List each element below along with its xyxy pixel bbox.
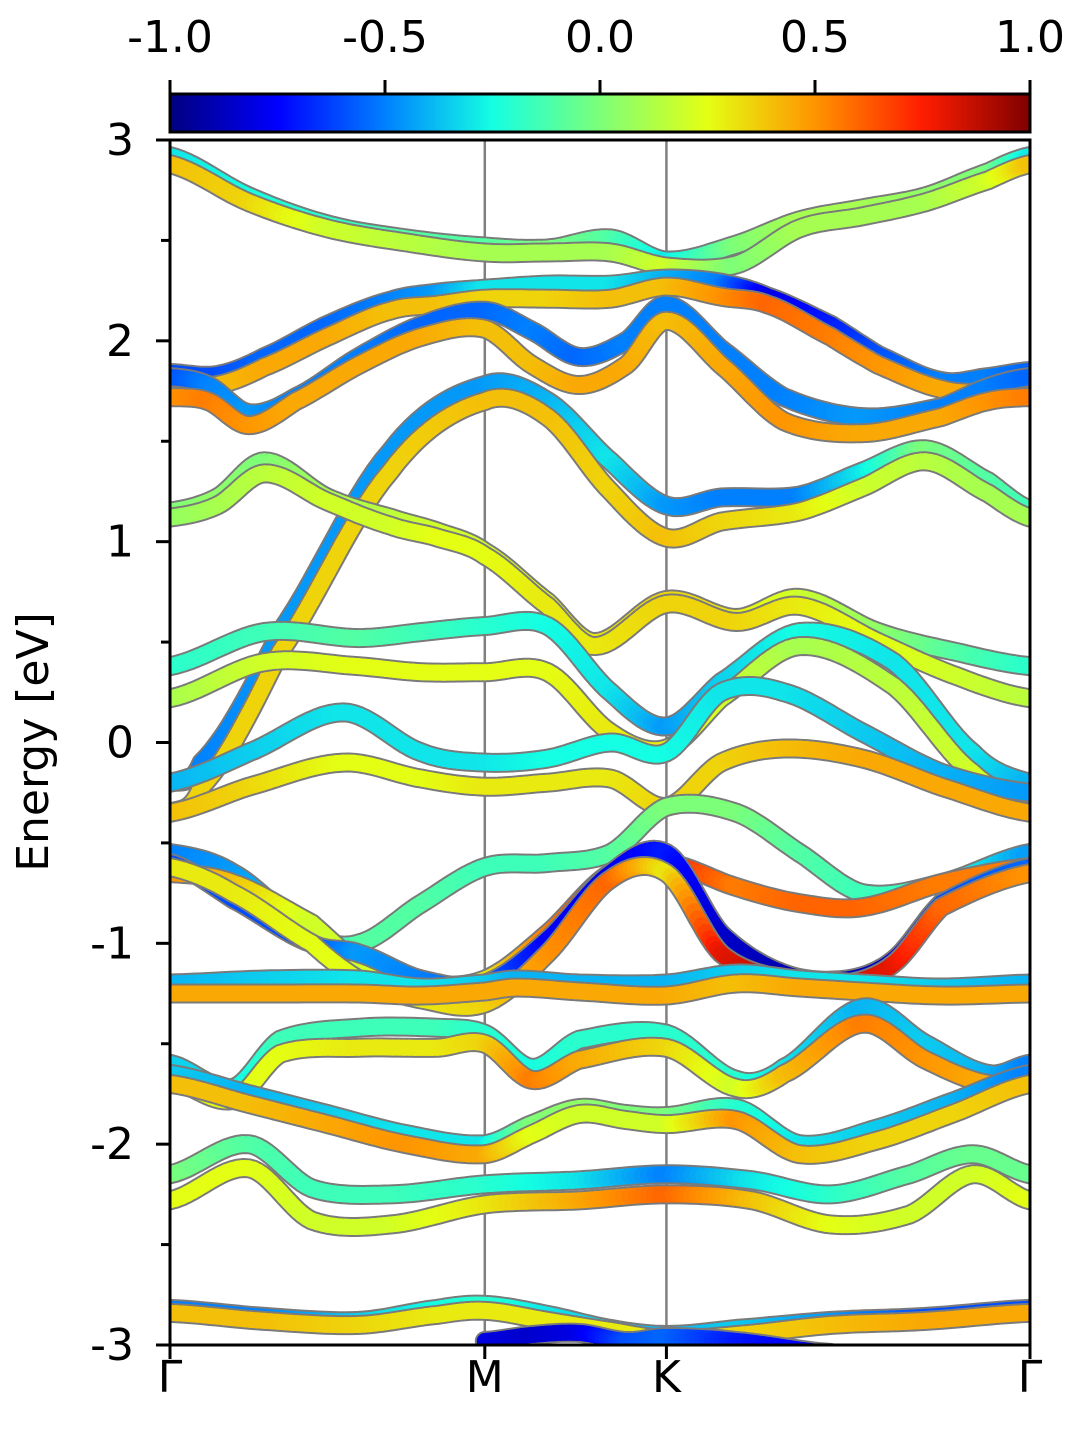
colorbar: -1.0 -0.5 0.0 0.5 1.0 [127, 12, 1065, 134]
band-series [170, 310, 1030, 444]
colorbar-tick-label: 0.5 [780, 12, 850, 63]
colorbar-tick-label: 0.0 [565, 12, 635, 63]
colorbar-tick-label: 1.0 [995, 12, 1065, 63]
band-series [170, 676, 1030, 803]
colorbar-tick-label: -0.5 [342, 12, 428, 63]
colorbar-ticks: -1.0 -0.5 0.0 0.5 1.0 [127, 12, 1065, 94]
bands [170, 146, 1030, 1345]
band-series [170, 387, 1030, 823]
band-series [170, 610, 1030, 793]
band-series [170, 463, 1030, 709]
colorbar-gradient [168, 92, 1032, 134]
band-series [170, 973, 1030, 1006]
colorbar-tick-label: -1.0 [127, 12, 213, 63]
band-series [170, 276, 1030, 404]
band-series [170, 1134, 1030, 1205]
band-series [170, 154, 1030, 279]
